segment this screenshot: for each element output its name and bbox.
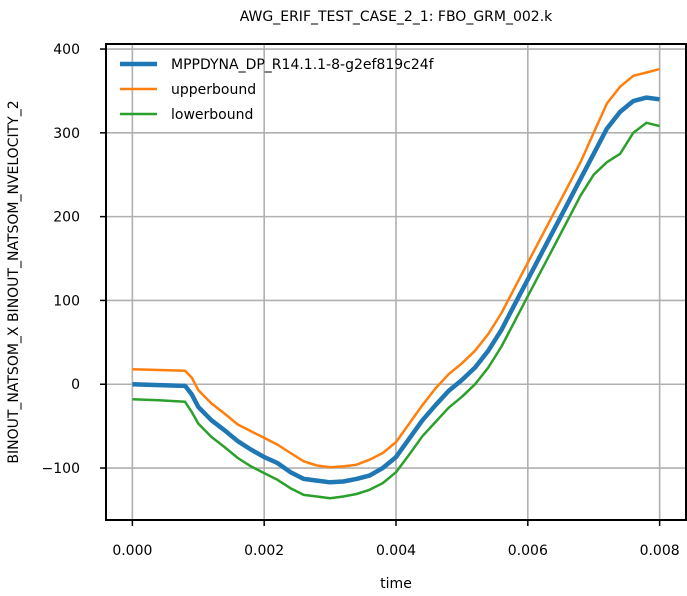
x-tick-label: 0.004 [376,543,416,559]
x-tick-label: 0.002 [244,543,284,559]
series-line-upperbound [132,67,660,469]
chart-title: AWG_ERIF_TEST_CASE_2_1: FBO_GRM_002.k [240,9,553,25]
y-tick-label: 400 [53,42,80,58]
y-tick-label: −100 [42,461,80,477]
x-tick-label: 0.008 [640,543,680,559]
legend-entry: MPPDYNA_DP_R14.1.1-8-g2ef819c24f [171,57,435,73]
legend: MPPDYNA_DP_R14.1.1-8-g2ef819c24f upperbou… [120,57,435,123]
y-tick-label: 200 [53,210,80,226]
series-line-lowerbound [132,121,660,500]
y-axis-label-group: BINOUT_NATSOM_X BINOUT_NATSOM_NVELOCITY_… [6,100,22,463]
x-tick-label: 0.000 [112,543,152,559]
series-group [132,67,660,500]
y-tick-label: 0 [71,377,80,393]
y-tick-label: 300 [53,126,80,142]
axis-ticks: 0.000 0.002 0.004 0.006 0.008 −100 0 100 200 300 4… [42,42,680,559]
series-line-mppdyna-dp-r14-1-1-8-g2ef819c24f [132,95,660,485]
legend-entry: lowerbound [171,107,253,123]
y-tick-label: 100 [53,293,80,309]
y-axis-label: BINOUT_NATSOM_X BINOUT_NATSOM_NVELOCITY_… [6,100,22,463]
grid [106,44,686,520]
legend-entry: upperbound [171,82,256,98]
x-tick-label: 0.006 [508,543,548,559]
x-axis-label: time [380,576,412,592]
